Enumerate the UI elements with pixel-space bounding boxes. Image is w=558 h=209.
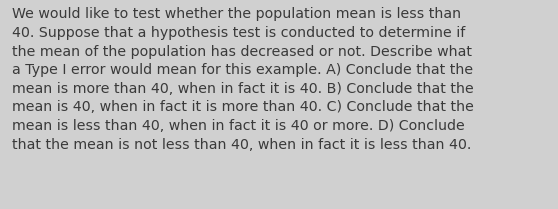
Text: We would like to test whether the population mean is less than
40. Suppose that : We would like to test whether the popula… [12, 7, 474, 152]
